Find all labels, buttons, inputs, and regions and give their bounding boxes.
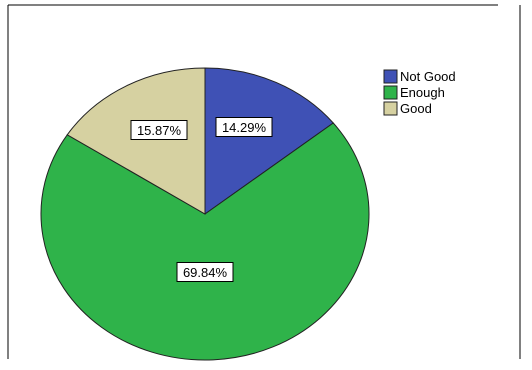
slice-label-box-not-good	[215, 117, 273, 137]
slice-not-good	[204, 67, 334, 215]
legend-swatch-enough	[383, 85, 398, 100]
legend-item-good: Good	[383, 101, 432, 116]
slice-label-good: 15.87%	[130, 120, 188, 140]
pie-group	[40, 67, 370, 361]
legend-swatch-good	[383, 101, 398, 116]
slice-good	[66, 67, 206, 215]
slice-label-box-good	[130, 120, 188, 140]
slice-enough	[40, 122, 370, 361]
slice-value-not-good: 14.29%	[222, 120, 267, 135]
slice-label-box-enough	[176, 262, 234, 282]
legend-item-not-good: Not Good	[383, 69, 456, 84]
legend-item-enough: Enough	[383, 85, 445, 100]
slice-value-good: 15.87%	[137, 123, 182, 138]
slice-label-group: 14.29% 69.84% 15.87%	[130, 117, 273, 282]
legend-label-not-good: Not Good	[400, 69, 456, 84]
slice-label-enough: 69.84%	[176, 262, 234, 282]
legend-label-enough: Enough	[400, 85, 445, 100]
slice-value-enough: 69.84%	[183, 265, 228, 280]
legend-swatch-not-good	[383, 69, 398, 84]
slice-label-not-good: 14.29%	[215, 117, 273, 137]
legend-label-good: Good	[400, 101, 432, 116]
